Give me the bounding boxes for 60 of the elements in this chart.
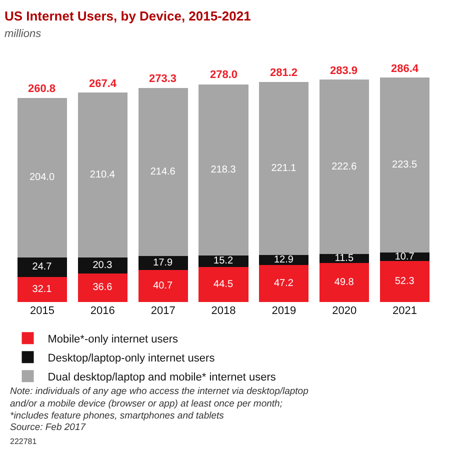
data-label: 222.6 <box>332 161 358 172</box>
bar <box>320 80 370 254</box>
total-label: 281.2 <box>270 67 298 79</box>
total-label: 283.9 <box>330 65 358 77</box>
legend-label: Dual desktop/laptop and mobile* internet users <box>48 371 276 384</box>
bar <box>259 82 309 255</box>
bar <box>78 92 128 258</box>
bar <box>17 276 67 302</box>
total-label: 267.4 <box>89 78 118 90</box>
x-tick-label: 2015 <box>30 305 54 317</box>
text: 222781 <box>10 437 38 446</box>
x-tick-label: 2019 <box>272 305 296 317</box>
data-label: 221.1 <box>271 162 297 174</box>
data-label: 223.5 <box>392 160 418 171</box>
x-tick-label: 2021 <box>392 305 418 317</box>
bar <box>17 98 67 258</box>
data-label: 218.3 <box>210 164 236 176</box>
legend-label: Mobile*-only internet users <box>48 333 178 346</box>
x-tick-label: 2020 <box>332 305 357 317</box>
data-label: 11.5 <box>334 253 354 264</box>
x-tick-label: 2016 <box>90 305 115 317</box>
bar <box>138 270 188 302</box>
total-label: 286.4 <box>391 63 420 75</box>
bar <box>138 88 188 256</box>
total-label: 278.0 <box>210 69 238 81</box>
total-label: 273.3 <box>149 73 177 85</box>
data-label: 10.7 <box>394 251 415 262</box>
chart-subtitle: millions <box>4 28 42 40</box>
total-label: 260.8 <box>28 83 56 95</box>
bar <box>138 256 188 270</box>
data-label: 15.2 <box>214 256 234 267</box>
bar <box>78 273 128 302</box>
data-label: 40.7 <box>153 280 174 292</box>
data-label: 32.1 <box>32 284 52 295</box>
chart-title: US Internet Users, by Device, 2015-2021 <box>4 8 251 24</box>
bar <box>78 257 128 274</box>
data-label: 52.3 <box>394 276 415 288</box>
data-label: 36.6 <box>92 282 113 294</box>
text: Note: individuals of any age who access the internet via desktop/laptop and/or a mobile device (browser or app) at least once per month; *includes feature phones, smartphones and tablets <box>10 386 308 422</box>
data-label: 204.0 <box>29 172 55 184</box>
bar <box>380 78 430 253</box>
data-label: 12.9 <box>274 254 294 266</box>
data-label: 210.4 <box>90 170 116 181</box>
x-tick-label: 2018 <box>211 305 236 317</box>
data-label: 20.3 <box>92 260 113 271</box>
data-label: 24.7 <box>32 262 52 273</box>
bar <box>380 261 430 302</box>
data-label: 214.6 <box>150 166 176 178</box>
data-label: 17.9 <box>153 258 174 269</box>
data-label: 49.8 <box>334 277 354 288</box>
bar <box>320 263 370 302</box>
bar <box>259 265 309 302</box>
legend-label: Desktop/laptop-only internet users <box>48 352 216 364</box>
bar <box>198 267 248 302</box>
source-note: Source: Feb 2017 <box>10 422 86 433</box>
data-label: 44.5 <box>214 279 234 290</box>
bar <box>198 84 248 256</box>
bar <box>17 258 67 277</box>
x-tick-label: 2017 <box>150 305 176 317</box>
data-label: 47.2 <box>274 278 294 290</box>
